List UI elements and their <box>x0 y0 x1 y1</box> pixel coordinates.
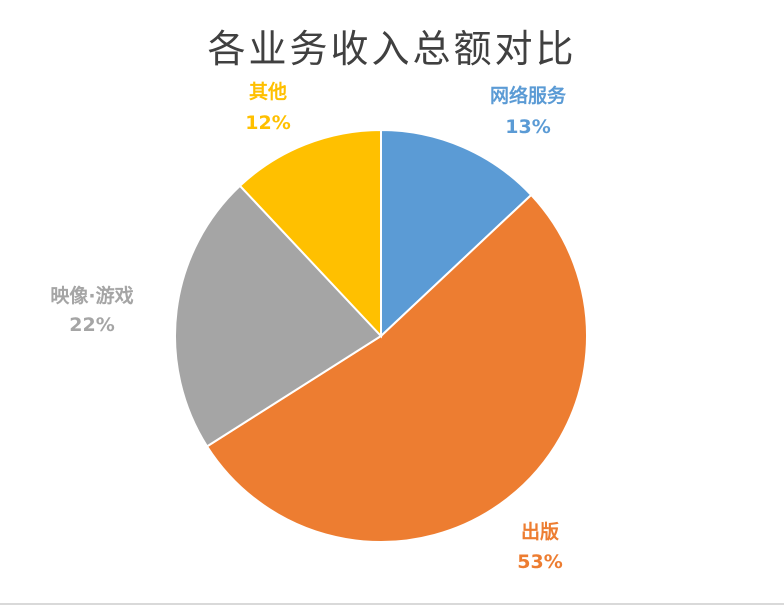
pie-slice <box>380 128 533 339</box>
pie-slice <box>205 193 588 543</box>
slice-category-label: 网络服务 <box>490 84 567 107</box>
slice-value-label: 12% <box>245 112 290 134</box>
chart-title: 各业务收入总额对比 <box>207 27 577 71</box>
bottom-divider <box>0 603 784 605</box>
slice-category-label: 出版 <box>521 520 559 543</box>
slice-value-label: 13% <box>505 116 550 138</box>
slice-value-label: 22% <box>69 314 114 336</box>
pie-slice <box>238 128 382 339</box>
slice-value-label: 53% <box>517 551 562 573</box>
pie-slice <box>174 184 383 448</box>
slice-category-label: 其他 <box>249 80 287 103</box>
slice-category-label: 映像·游戏 <box>50 284 133 307</box>
